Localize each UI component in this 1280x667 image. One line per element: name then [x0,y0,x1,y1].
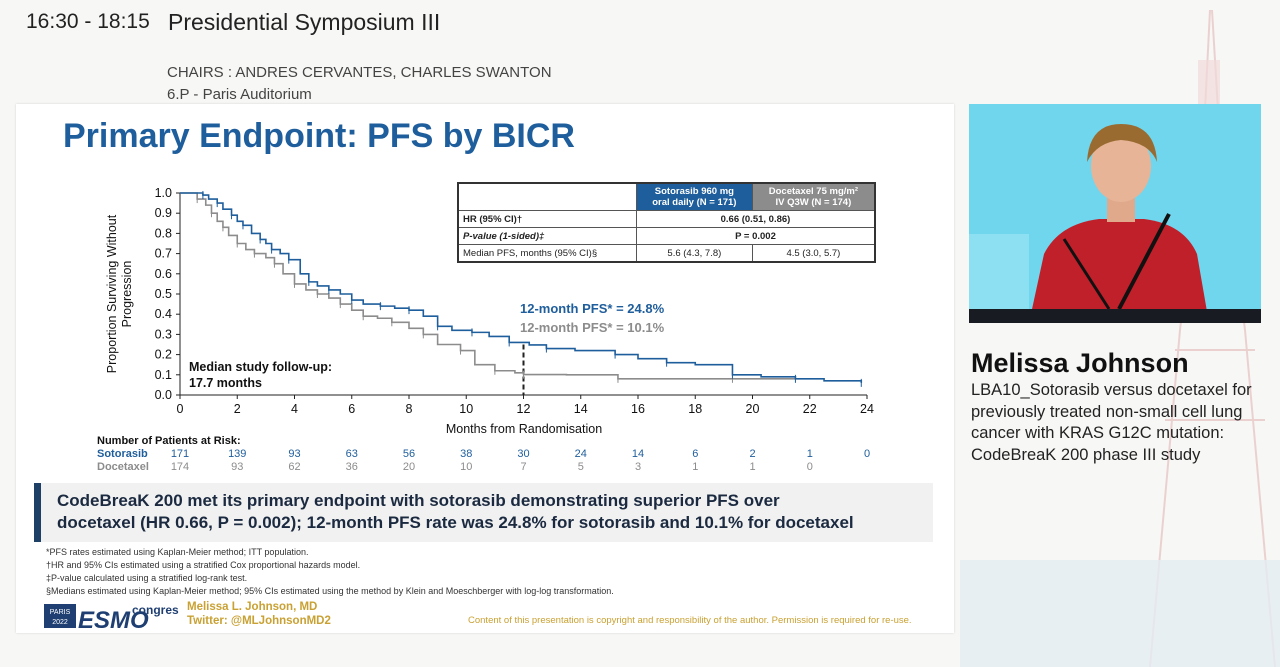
y-tick-label: 0.7 [155,247,172,261]
session-room: 6.P - Paris Auditorium [167,86,312,103]
risk-value-sotorasib: 6 [692,448,699,460]
y-tick-label: 0.8 [155,226,172,240]
x-tick-label: 10 [459,402,473,416]
risk-value-docetaxel: 0 [806,461,813,473]
x-tick-label: 22 [803,402,817,416]
km-chart: 0.00.10.20.30.40.50.60.70.80.91.00 2 4 6 8 10… [105,186,874,436]
x-tick-label: 12 [517,402,531,416]
risk-value-docetaxel: 5 [577,461,584,473]
esmo-congress-logo: PARIS 2022 ESMO congress [44,603,179,632]
risk-value-sotorasib: 2 [749,448,756,460]
talk-title: LBA10_Sotorasib versus docetaxel for pre… [971,381,1252,464]
risk-value-sotorasib: 139 [228,448,247,460]
y-tick-label: 1.0 [155,186,172,200]
y-tick-label: 0.0 [155,388,172,402]
risk-value-docetaxel: 1 [749,461,756,473]
risk-value-sotorasib: 24 [574,448,587,460]
session-title: Presidential Symposium III [168,9,441,35]
x-tick-label: 6 [348,402,355,416]
x-tick-label: 16 [631,402,645,416]
risk-value-docetaxel: 3 [634,461,642,473]
risk-value-docetaxel: 7 [520,461,527,473]
pfs12-docetaxel-label: 12-month PFS* = 10.1% [520,320,665,335]
y-tick-label: 0.4 [155,307,172,321]
risk-value-docetaxel: 174 [170,461,190,473]
x-tick-label: 0 [177,402,184,416]
risk-value-sotorasib: 171 [170,448,190,460]
y-tick-label: 0.3 [155,327,172,341]
svg-text:2022: 2022 [52,619,68,626]
x-tick-label: 14 [574,402,588,416]
x-tick-label: 2 [234,402,241,416]
followup-note: Median study follow-up: 17.7 months [189,360,333,390]
y-tick-label: 0.6 [155,267,172,281]
table-header-sotorasib: Sotorasib 960 mg oral daily (N = 171) [635,182,753,211]
svg-text:ESMO: ESMO [78,607,149,632]
x-tick-label: 20 [746,402,760,416]
slide-title: Primary Endpoint: PFS by BICR [63,117,575,155]
footnotes: *PFS rates estimated using Kaplan-Meier … [46,547,614,596]
x-tick-label: 18 [688,402,702,416]
y-axis-label-line2: Progression [120,261,134,328]
speaker-video [969,104,1261,323]
author-info: Melissa L. Johnson, MD Twitter: @MLJohns… [187,601,331,627]
svg-text:congress: congress [132,603,179,617]
risk-value-docetaxel: 36 [345,461,358,473]
speaker-figure [969,104,1261,323]
risk-value-sotorasib: 63 [345,448,358,460]
x-axis-label: Months from Randomisation [446,422,602,436]
risk-table-title: Number of Patients at Risk: [97,435,241,447]
session-time: 16:30 - 18:15 [26,10,150,33]
table-row-median-pfs: Median PFS, months (95% CI)§ 5.6 (4.3, 7… [457,244,876,263]
risk-value-sotorasib: 0 [863,448,871,460]
x-tick-label: 4 [291,402,298,416]
risk-value-sotorasib: 56 [402,448,416,460]
x-tick-label: 24 [860,402,874,416]
x-tick-label: 8 [406,402,413,416]
risk-value-sotorasib: 30 [517,448,530,460]
risk-label-docetaxel: Docetaxel [97,461,149,473]
risk-value-sotorasib: 93 [288,448,301,460]
y-tick-label: 0.9 [155,206,172,220]
y-tick-label: 0.2 [155,348,172,362]
table-row-pvalue: P-value (1-sided)‡ P = 0.002 [457,227,876,245]
copyright-notice: Content of this presentation is copyrigh… [468,615,912,626]
y-tick-label: 0.1 [155,368,172,382]
y-tick-label: 0.5 [155,287,172,301]
speaker-name: Melissa Johnson [971,348,1189,378]
risk-value-docetaxel: 10 [460,461,473,473]
risk-value-sotorasib: 14 [631,448,645,460]
km-curve-docetaxel [180,192,796,380]
risk-value-docetaxel: 20 [402,461,416,473]
table-header-docetaxel: Docetaxel 75 mg/m² IV Q3W (N = 174) [751,182,876,211]
svg-text:PARIS: PARIS [50,609,71,616]
table-row-hr: HR (95% CI)† 0.66 (0.51, 0.86) [457,210,876,228]
eiffel-tower-background [960,9,1280,667]
presentation-slide: Primary Endpoint: PFS by BICR 0.0 0.1 0.2 0… [16,104,954,633]
conclusion-box: CodeBreaK 200 met its primary endpoint w… [34,483,933,542]
risk-value-sotorasib: 38 [460,448,473,460]
pfs12-sotorasib-label: 12-month PFS* = 24.8% [520,301,665,316]
y-axis-label-line1: Proportion Surviving Without [105,214,119,373]
risk-value-docetaxel: 1 [692,461,699,473]
session-chairs: CHAIRS : ANDRES CERVANTES, CHARLES SWANT… [167,64,552,81]
risk-label-sotorasib: Sotorasib [97,448,148,460]
risk-value-sotorasib: 1 [806,448,813,460]
risk-value-docetaxel: 62 [288,461,301,473]
hr-results-table: Sotorasib 960 mg oral daily (N = 171) Do… [457,182,876,263]
risk-value-docetaxel: 93 [231,461,244,473]
